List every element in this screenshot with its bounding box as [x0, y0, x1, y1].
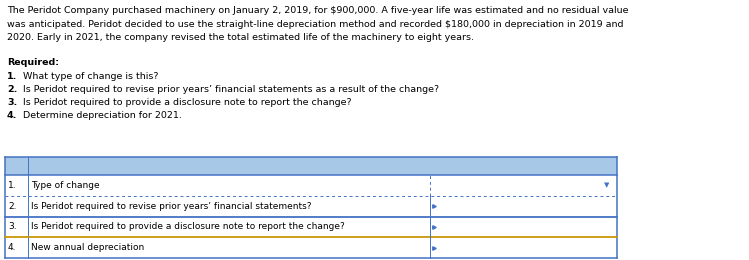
Text: was anticipated. Peridot decided to use the straight-line depreciation method an: was anticipated. Peridot decided to use … [7, 20, 623, 29]
Text: New annual depreciation: New annual depreciation [31, 243, 145, 252]
Bar [5, 157, 617, 175]
Text: 3.: 3. [7, 98, 17, 107]
Text: Required:: Required: [7, 58, 59, 67]
Text: ▼: ▼ [604, 182, 610, 188]
Text: 1.: 1. [8, 181, 16, 190]
Text: Determine depreciation for 2021.: Determine depreciation for 2021. [20, 111, 182, 120]
Text: 2.: 2. [8, 202, 16, 211]
Text: Is Peridot required to provide a disclosure note to report the change?: Is Peridot required to provide a disclos… [31, 222, 345, 231]
Text: The Peridot Company purchased machinery on January 2, 2019, for $900,000. A five: The Peridot Company purchased machinery … [7, 6, 628, 15]
Text: Type of change: Type of change [31, 181, 100, 190]
Text: Is Peridot required to revise prior years’ financial statements?: Is Peridot required to revise prior year… [31, 202, 312, 211]
Text: Is Peridot required to revise prior years’ financial statements as a result of t: Is Peridot required to revise prior year… [20, 85, 439, 94]
Text: 3.: 3. [8, 222, 16, 231]
Text: Is Peridot required to provide a disclosure note to report the change?: Is Peridot required to provide a disclos… [20, 98, 351, 107]
Bar [5, 175, 617, 258]
Text: 4.: 4. [7, 111, 17, 120]
Text: What type of change is this?: What type of change is this? [20, 72, 159, 81]
Text: 2.: 2. [7, 85, 17, 94]
Text: 2020. Early in 2021, the company revised the total estimated life of the machine: 2020. Early in 2021, the company revised… [7, 33, 474, 42]
Text: 1.: 1. [7, 72, 17, 81]
Text: 4.: 4. [8, 243, 16, 252]
